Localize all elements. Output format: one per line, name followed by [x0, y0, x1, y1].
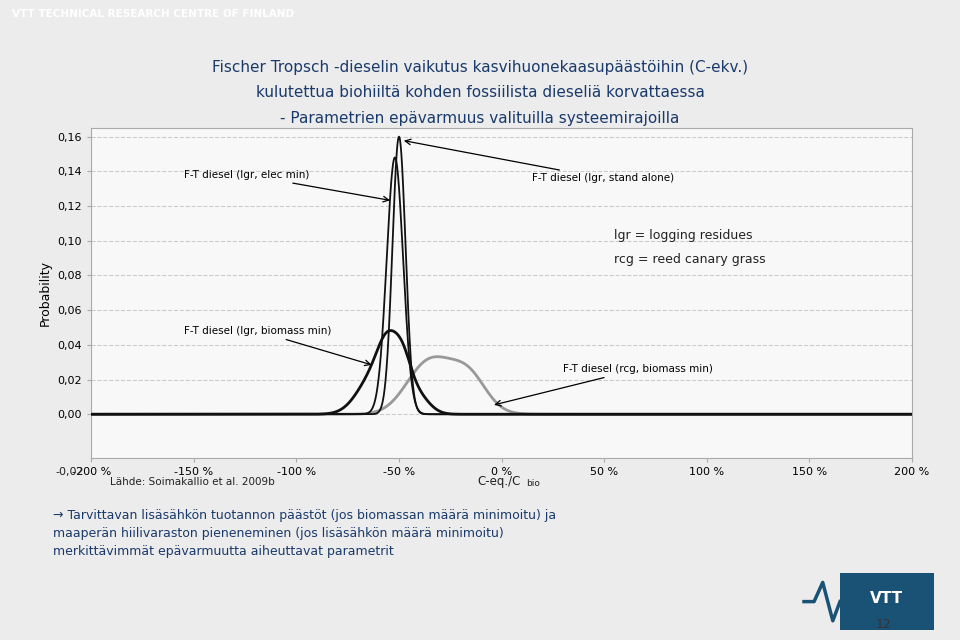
Text: F-T diesel (rcg, biomass min): F-T diesel (rcg, biomass min) — [495, 364, 713, 406]
Text: VTT: VTT — [870, 591, 902, 606]
Text: F-T diesel (lgr, elec min): F-T diesel (lgr, elec min) — [183, 170, 389, 202]
Text: rcg = reed canary grass: rcg = reed canary grass — [614, 253, 766, 266]
Text: -0,02: -0,02 — [56, 467, 84, 477]
Text: bio: bio — [526, 479, 540, 488]
Text: C-eq./C: C-eq./C — [477, 475, 521, 488]
Text: → Tarvittavan lisäsähkön tuotannon päästöt (jos biomassan määrä minimoitu) ja
ma: → Tarvittavan lisäsähkön tuotannon pääst… — [53, 509, 556, 558]
Text: Fischer Tropsch -dieselin vaikutus kasvihuonekaasupäästöihin (C-ekv.): Fischer Tropsch -dieselin vaikutus kasvi… — [212, 60, 748, 75]
Text: kulutettua biohiiltä kohden fossiilista dieseliä korvattaessa: kulutettua biohiiltä kohden fossiilista … — [255, 85, 705, 100]
Text: F-T diesel (lgr, biomass min): F-T diesel (lgr, biomass min) — [183, 326, 371, 365]
FancyBboxPatch shape — [840, 573, 933, 630]
Text: - Parametrien epävarmuus valituilla systeemirajoilla: - Parametrien epävarmuus valituilla syst… — [280, 111, 680, 126]
Text: lgr = logging residues: lgr = logging residues — [614, 229, 753, 242]
Text: Lähde: Soimakallio et al. 2009b: Lähde: Soimakallio et al. 2009b — [110, 477, 276, 487]
Y-axis label: Probability: Probability — [39, 260, 52, 326]
Text: F-T diesel (lgr, stand alone): F-T diesel (lgr, stand alone) — [405, 140, 675, 183]
Text: VTT TECHNICAL RESEARCH CENTRE OF FINLAND: VTT TECHNICAL RESEARCH CENTRE OF FINLAND — [12, 10, 294, 19]
Text: 12: 12 — [876, 618, 891, 630]
